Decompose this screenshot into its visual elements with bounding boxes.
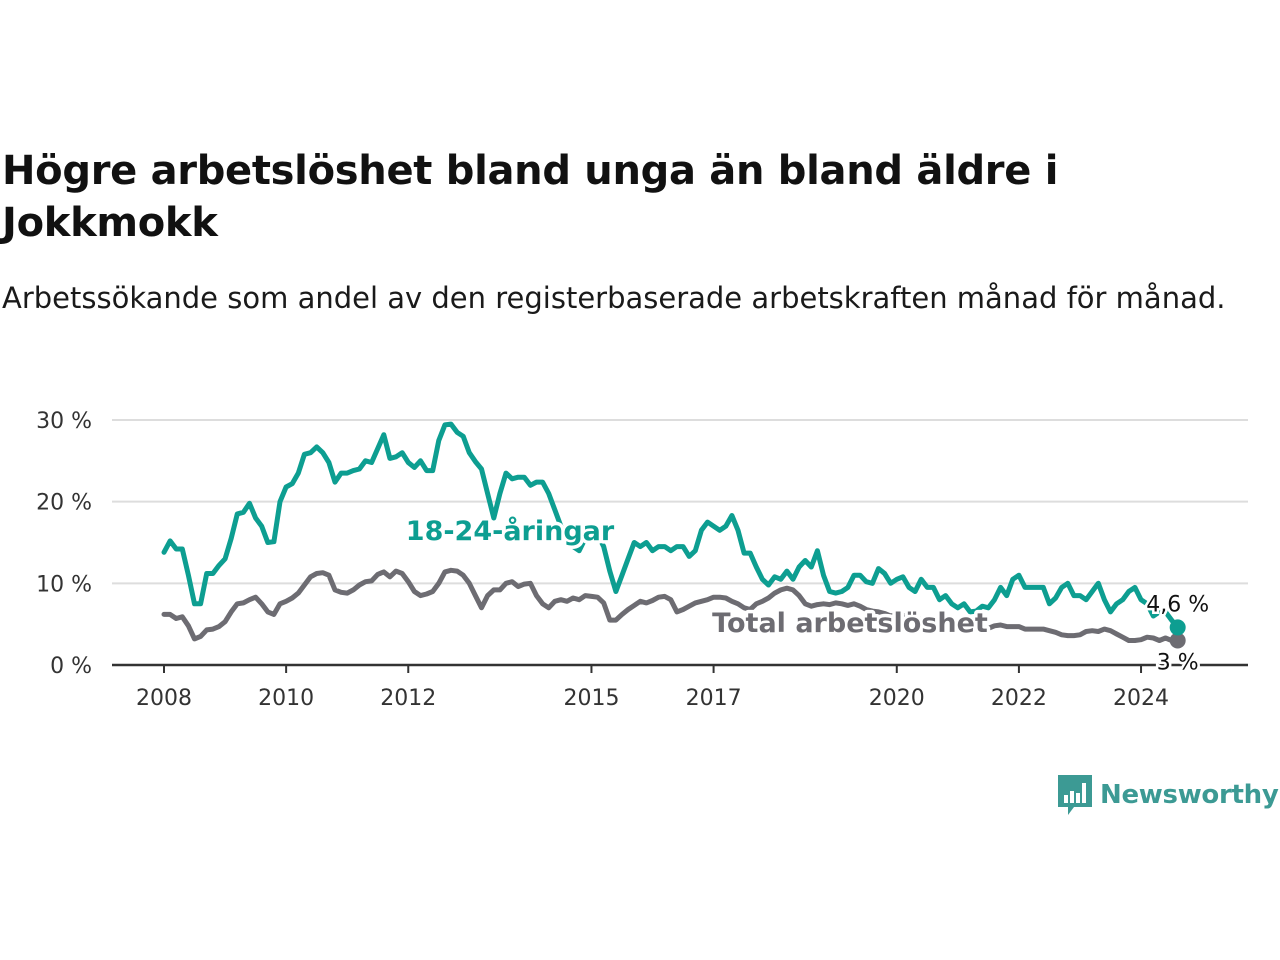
y-axis-ticks: 0 % 10 % 20 % 30 % bbox=[36, 409, 92, 679]
series-label-young: 18-24-åringar bbox=[406, 515, 615, 547]
x-tick-label: 2024 bbox=[1113, 686, 1169, 711]
x-tick-label: 2008 bbox=[136, 686, 192, 711]
newsworthy-logo-icon bbox=[1058, 775, 1092, 815]
x-axis-ticks: 2008 2010 2012 2015 2017 2020 2022 2024 bbox=[136, 665, 1169, 711]
series-lines bbox=[161, 421, 1186, 649]
end-value-label-young: 4,6 % bbox=[1146, 592, 1209, 617]
x-tick-label: 2012 bbox=[380, 686, 436, 711]
x-tick-label: 2015 bbox=[563, 686, 619, 711]
y-tick-label: 20 % bbox=[36, 491, 92, 516]
series-end-point bbox=[1169, 619, 1186, 636]
grid-lines bbox=[112, 419, 1248, 585]
y-tick-label: 10 % bbox=[36, 572, 92, 597]
series-line-young bbox=[161, 421, 1181, 630]
chart-subtitle: Arbetssökande som andel av den registerb… bbox=[2, 281, 1226, 315]
x-tick-label: 2017 bbox=[686, 686, 742, 711]
newsworthy-logo: Newsworthy bbox=[1058, 773, 1279, 817]
series-end-point bbox=[1169, 632, 1186, 649]
series-line-total bbox=[161, 567, 1181, 643]
chart-title: Högre arbetslöshet bland unga än bland ä… bbox=[2, 148, 1059, 246]
x-tick-label: 2010 bbox=[258, 686, 314, 711]
brand-name: Newsworthy bbox=[1100, 780, 1279, 810]
x-tick-label: 2022 bbox=[991, 686, 1047, 711]
x-tick-label: 2020 bbox=[869, 686, 925, 711]
series-labels: 18-24-åringar Total arbetslöshet 4,6 % 3 % bbox=[402, 512, 1211, 679]
series-label-total: Total arbetslöshet bbox=[712, 608, 988, 639]
y-tick-label: 0 % bbox=[50, 654, 92, 679]
end-value-label-total: 3 % bbox=[1157, 651, 1199, 676]
y-tick-label: 30 % bbox=[36, 409, 92, 434]
